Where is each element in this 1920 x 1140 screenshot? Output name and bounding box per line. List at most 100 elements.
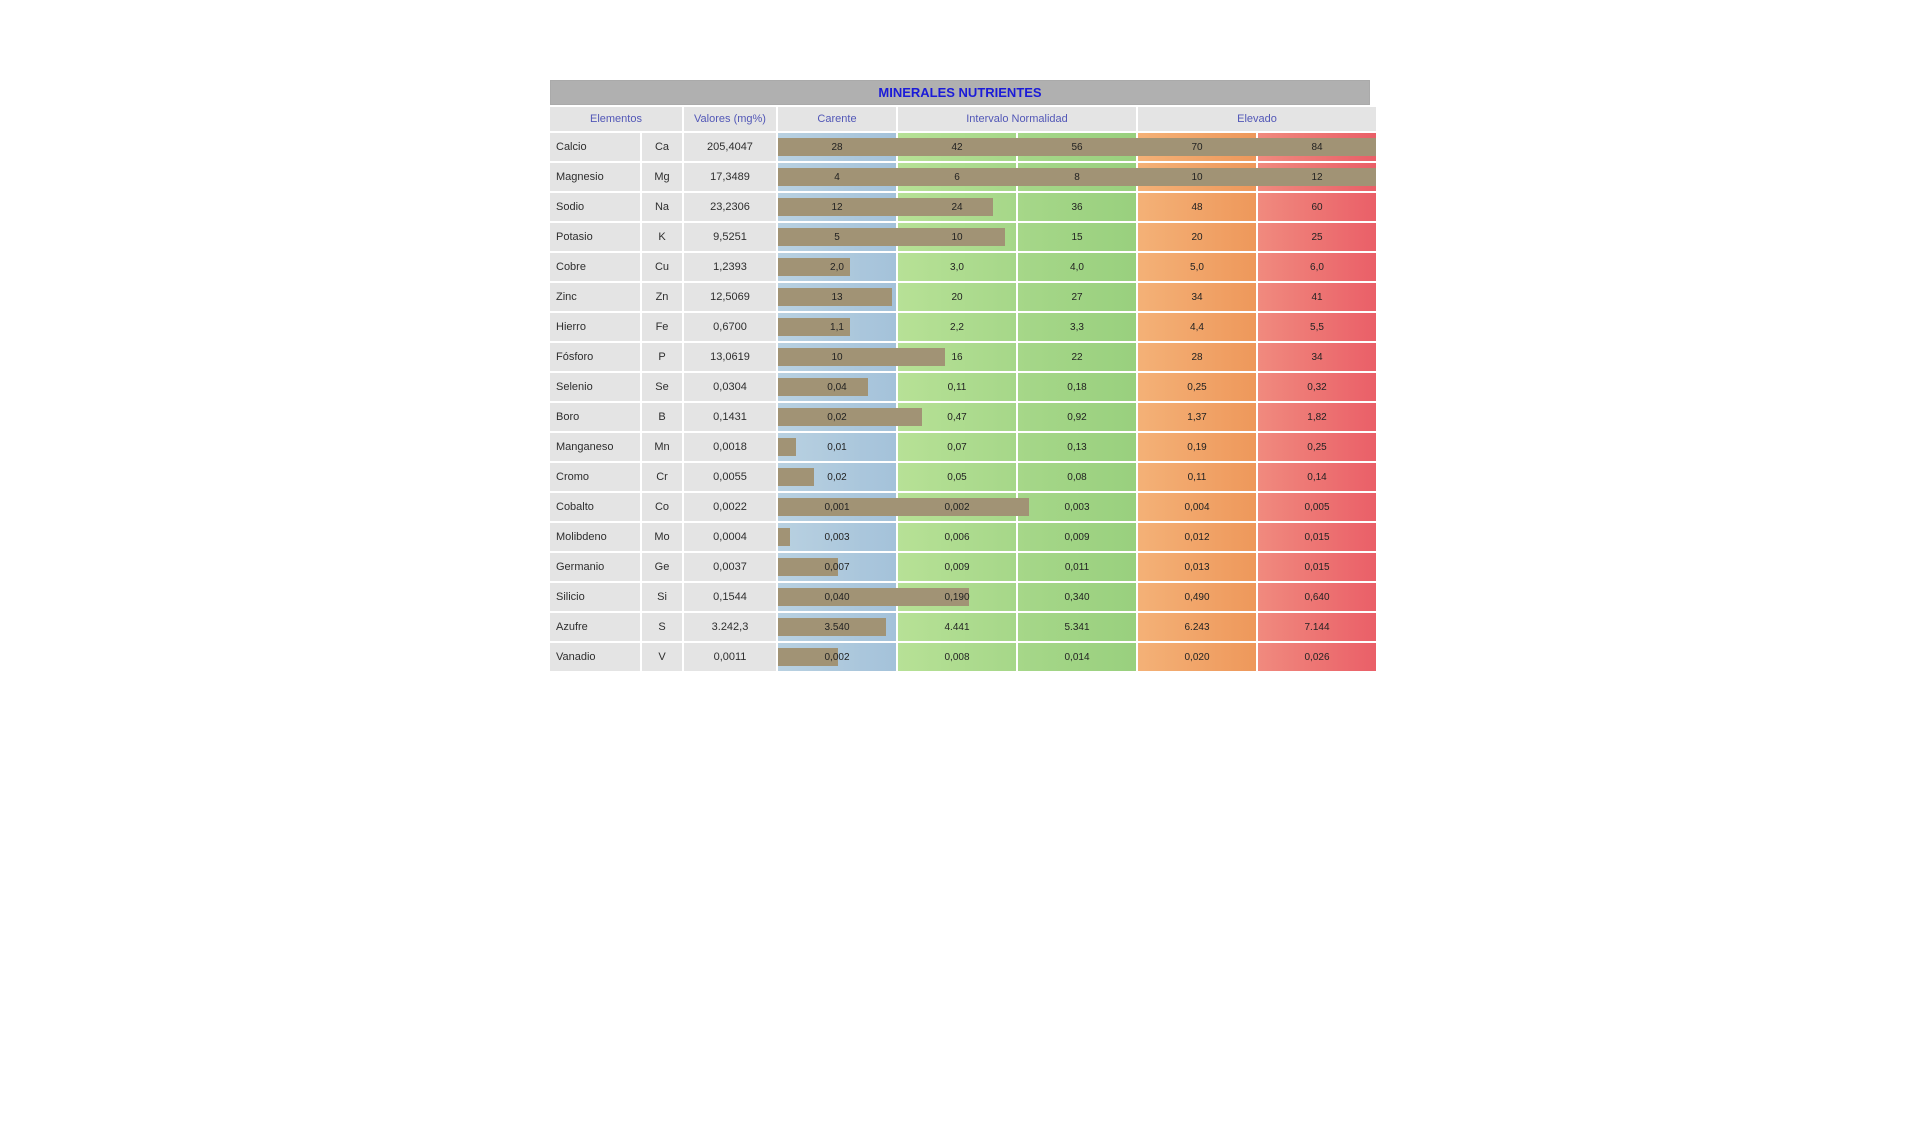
tick-label: 27 <box>1071 292 1082 303</box>
tick-label: 34 <box>1311 352 1322 363</box>
chart-segment: 22 <box>1018 343 1136 371</box>
chart-segment: 27 <box>1018 283 1136 311</box>
tick-label: 0,008 <box>944 652 969 663</box>
element-name: Sodio <box>550 193 640 221</box>
chart-segment: 0,013 <box>1138 553 1256 581</box>
element-symbol: Cr <box>642 463 682 491</box>
element-symbol: S <box>642 613 682 641</box>
chart-segment: 60 <box>1258 193 1376 221</box>
element-value: 12,5069 <box>684 283 776 311</box>
tick-label: 10 <box>951 232 962 243</box>
value-bar <box>778 228 1005 246</box>
tick-label: 12 <box>1311 172 1322 183</box>
element-symbol: Co <box>642 493 682 521</box>
header-elementos: Elementos <box>550 107 682 131</box>
tick-label: 42 <box>951 142 962 153</box>
chart-segment: 0,014 <box>1018 643 1136 671</box>
table-row: MolibdenoMo0,00040,0030,0060,0090,0120,0… <box>550 523 1370 551</box>
element-value: 0,0022 <box>684 493 776 521</box>
header-valores: Valores (mg%) <box>684 107 776 131</box>
tick-label: 0,13 <box>1067 442 1086 453</box>
tick-label: 5,5 <box>1310 322 1324 333</box>
tick-label: 0,25 <box>1307 442 1326 453</box>
range-chart: 0,0010,0020,0030,0040,005 <box>778 493 1376 521</box>
chart-segment: 48 <box>1138 193 1256 221</box>
chart-segment: 41 <box>1258 283 1376 311</box>
chart-segment: 0,32 <box>1258 373 1376 401</box>
element-value: 0,1431 <box>684 403 776 431</box>
table-row: HierroFe0,67001,12,23,34,45,5 <box>550 313 1370 341</box>
chart-segment: 0,009 <box>1018 523 1136 551</box>
table-row: PotasioK9,5251510152025 <box>550 223 1370 251</box>
chart-segment: 3,3 <box>1018 313 1136 341</box>
chart-segment: 0,14 <box>1258 463 1376 491</box>
tick-label: 0,02 <box>827 412 846 423</box>
element-name: Cobalto <box>550 493 640 521</box>
mineral-nutrients-panel: MINERALES NUTRIENTES Elementos Valores (… <box>550 80 1370 671</box>
table-row: VanadioV0,00110,0020,0080,0140,0200,026 <box>550 643 1370 671</box>
chart-segment: 0,07 <box>898 433 1016 461</box>
range-chart: 1224364860 <box>778 193 1376 221</box>
tick-label: 0,003 <box>1064 502 1089 513</box>
element-symbol: P <box>642 343 682 371</box>
chart-segment: 0,92 <box>1018 403 1136 431</box>
tick-label: 0,002 <box>824 652 849 663</box>
tick-label: 4 <box>834 172 840 183</box>
tick-label: 0,04 <box>827 382 846 393</box>
value-bar <box>778 348 945 366</box>
range-chart: 1016222834 <box>778 343 1376 371</box>
table-row: BoroB0,14310,020,470,921,371,82 <box>550 403 1370 431</box>
element-symbol: Mn <box>642 433 682 461</box>
tick-label: 4.441 <box>944 622 969 633</box>
tick-label: 3.540 <box>824 622 849 633</box>
tick-label: 0,006 <box>944 532 969 543</box>
tick-label: 0,003 <box>824 532 849 543</box>
range-chart: 0,020,050,080,110,14 <box>778 463 1376 491</box>
tick-label: 0,25 <box>1187 382 1206 393</box>
tick-label: 16 <box>951 352 962 363</box>
element-name: Magnesio <box>550 163 640 191</box>
element-value: 0,0004 <box>684 523 776 551</box>
element-name: Calcio <box>550 133 640 161</box>
value-bar <box>778 528 790 546</box>
tick-label: 0,490 <box>1184 592 1209 603</box>
range-chart: 2842567084 <box>778 133 1376 161</box>
chart-segment: 28 <box>1138 343 1256 371</box>
chart-segment: 34 <box>1138 283 1256 311</box>
chart-segment: 0,05 <box>898 463 1016 491</box>
element-symbol: Ge <box>642 553 682 581</box>
header-carente: Carente <box>778 107 896 131</box>
chart-segment: 0,012 <box>1138 523 1256 551</box>
chart-segment: 0,015 <box>1258 553 1376 581</box>
chart-segment: 0,015 <box>1258 523 1376 551</box>
chart-segment: 0,003 <box>1018 493 1136 521</box>
tick-label: 20 <box>951 292 962 303</box>
tick-label: 0,190 <box>944 592 969 603</box>
element-value: 9,5251 <box>684 223 776 251</box>
tick-label: 2,0 <box>830 262 844 273</box>
tick-label: 28 <box>1191 352 1202 363</box>
header-intervalo: Intervalo Normalidad <box>898 107 1136 131</box>
table-row: AzufreS3.242,33.5404.4415.3416.2437.144 <box>550 613 1370 641</box>
chart-segment: 1,37 <box>1138 403 1256 431</box>
chart-segment: 0,18 <box>1018 373 1136 401</box>
tick-label: 0,002 <box>944 502 969 513</box>
value-bar <box>778 438 796 456</box>
chart-segment: 0,490 <box>1138 583 1256 611</box>
table-row: FósforoP13,06191016222834 <box>550 343 1370 371</box>
element-name: Azufre <box>550 613 640 641</box>
tick-label: 41 <box>1311 292 1322 303</box>
element-name: Cobre <box>550 253 640 281</box>
tick-label: 0,015 <box>1304 532 1329 543</box>
element-symbol: Ca <box>642 133 682 161</box>
chart-segment: 4,0 <box>1018 253 1136 281</box>
chart-segment: 6.243 <box>1138 613 1256 641</box>
tick-label: 0,19 <box>1187 442 1206 453</box>
range-chart: 510152025 <box>778 223 1376 251</box>
range-chart: 0,020,470,921,371,82 <box>778 403 1376 431</box>
tick-label: 0,640 <box>1304 592 1329 603</box>
table-row: ManganesoMn0,00180,010,070,130,190,25 <box>550 433 1370 461</box>
element-value: 17,3489 <box>684 163 776 191</box>
table-row: MagnesioMg17,34894681012 <box>550 163 1370 191</box>
tick-label: 0,92 <box>1067 412 1086 423</box>
